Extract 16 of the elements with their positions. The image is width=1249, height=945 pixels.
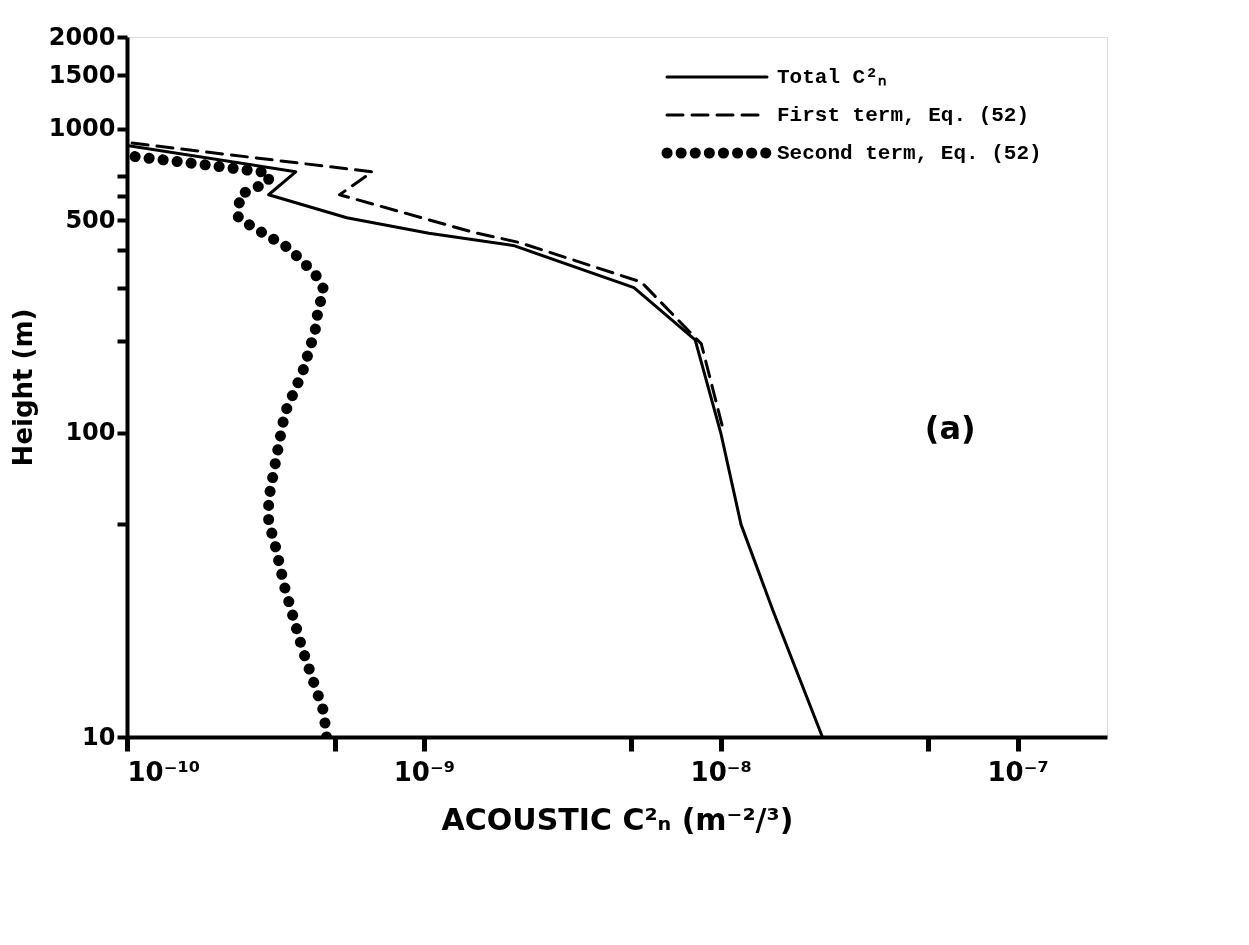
x-tick-label: 10⁻⁹ [393, 756, 456, 787]
x-tick-label: 10⁻⁸ [690, 756, 752, 787]
x-tick-label: 10⁻¹⁰ [127, 756, 201, 787]
y-tick-label: 100 [65, 418, 116, 447]
legend-label: Total C²ₙ [777, 66, 886, 89]
y-tick-label: 10 [82, 722, 116, 751]
y-axis-title: Height (m) [7, 308, 38, 467]
y-tick-label: 500 [65, 205, 116, 234]
legend-label: First term, Eq. (52) [777, 104, 1030, 127]
legend-label: Second term, Eq. (52) [777, 142, 1042, 165]
x-tick-label: 10⁻⁷ [987, 756, 1049, 787]
y-tick-label: 1500 [48, 60, 116, 89]
annotation: (a) [924, 409, 976, 447]
y-tick-label: 2000 [48, 22, 116, 51]
y-tick-label: 1000 [48, 114, 116, 143]
x-axis-title: ACOUSTIC C²ₙ (m⁻²/³) [441, 801, 794, 837]
